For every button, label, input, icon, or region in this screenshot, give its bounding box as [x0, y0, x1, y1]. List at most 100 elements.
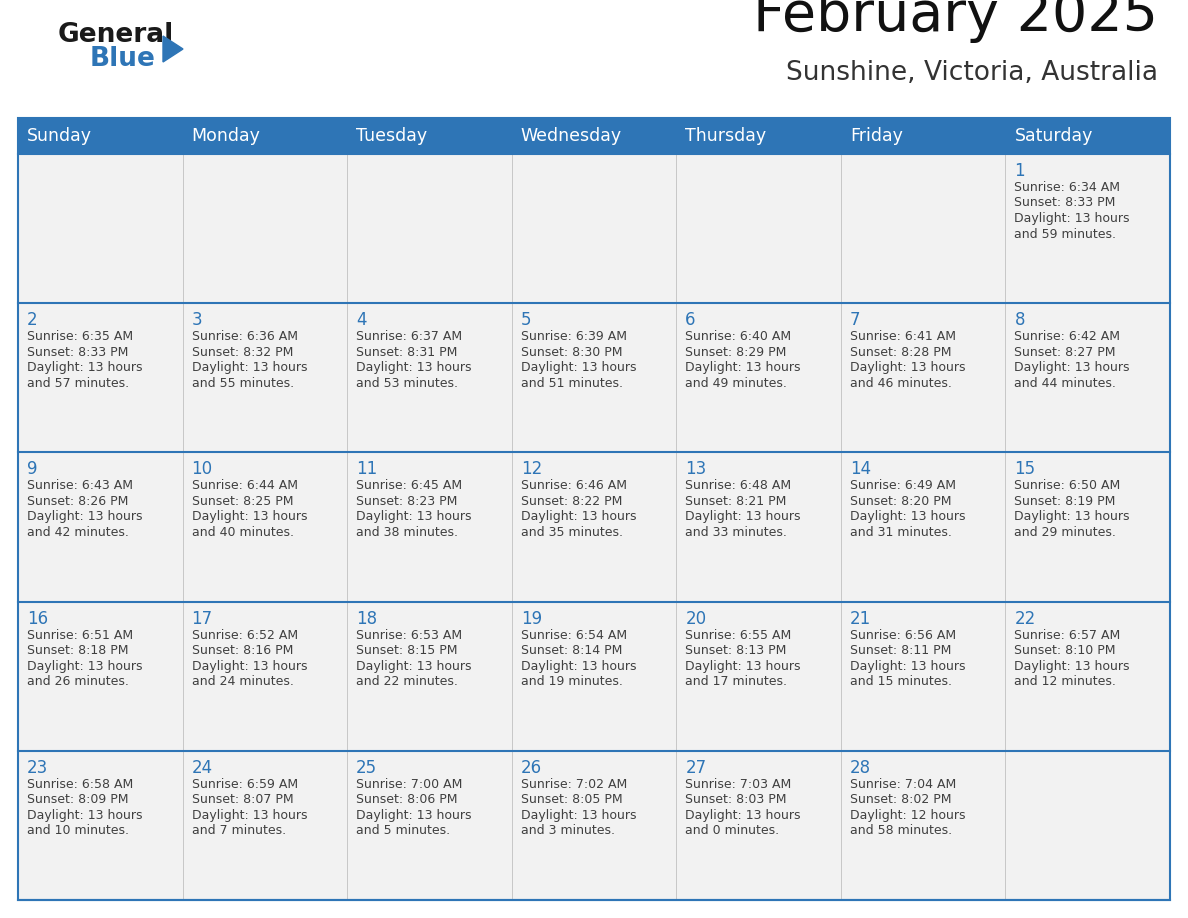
Text: 10: 10 — [191, 461, 213, 478]
Text: and 55 minutes.: and 55 minutes. — [191, 376, 293, 390]
Text: Wednesday: Wednesday — [520, 127, 621, 145]
Text: General: General — [58, 22, 175, 48]
Text: Sunrise: 6:37 AM: Sunrise: 6:37 AM — [356, 330, 462, 343]
Text: and 51 minutes.: and 51 minutes. — [520, 376, 623, 390]
Text: and 40 minutes.: and 40 minutes. — [191, 526, 293, 539]
Text: February 2025: February 2025 — [753, 0, 1158, 43]
Text: Daylight: 13 hours: Daylight: 13 hours — [27, 510, 143, 523]
Text: 2: 2 — [27, 311, 38, 330]
Text: 25: 25 — [356, 759, 378, 777]
Text: Daylight: 13 hours: Daylight: 13 hours — [685, 361, 801, 375]
Text: 17: 17 — [191, 610, 213, 628]
Text: Sunrise: 6:54 AM: Sunrise: 6:54 AM — [520, 629, 627, 642]
Text: and 0 minutes.: and 0 minutes. — [685, 824, 779, 837]
Bar — [347, 601, 512, 751]
Text: Daylight: 13 hours: Daylight: 13 hours — [849, 510, 966, 523]
Text: Daylight: 13 hours: Daylight: 13 hours — [849, 660, 966, 673]
Text: and 38 minutes.: and 38 minutes. — [356, 526, 459, 539]
Bar — [841, 154, 1005, 303]
Text: Sunrise: 6:50 AM: Sunrise: 6:50 AM — [1015, 479, 1120, 492]
Text: Sunrise: 7:03 AM: Sunrise: 7:03 AM — [685, 778, 791, 790]
Bar — [676, 751, 841, 900]
Text: and 46 minutes.: and 46 minutes. — [849, 376, 952, 390]
Text: 19: 19 — [520, 610, 542, 628]
Text: 3: 3 — [191, 311, 202, 330]
Bar — [18, 751, 183, 900]
Text: Sunset: 8:07 PM: Sunset: 8:07 PM — [191, 793, 293, 806]
Bar — [18, 118, 183, 154]
Text: 1: 1 — [1015, 162, 1025, 180]
Text: 20: 20 — [685, 610, 707, 628]
Bar — [347, 118, 512, 154]
Text: 24: 24 — [191, 759, 213, 777]
Bar — [841, 118, 1005, 154]
Polygon shape — [163, 36, 183, 62]
Bar — [1005, 154, 1170, 303]
Bar — [183, 154, 347, 303]
Text: Sunset: 8:15 PM: Sunset: 8:15 PM — [356, 644, 457, 657]
Text: 8: 8 — [1015, 311, 1025, 330]
Text: Sunset: 8:13 PM: Sunset: 8:13 PM — [685, 644, 786, 657]
Text: Sunset: 8:20 PM: Sunset: 8:20 PM — [849, 495, 952, 508]
Text: Sunset: 8:21 PM: Sunset: 8:21 PM — [685, 495, 786, 508]
Text: Daylight: 13 hours: Daylight: 13 hours — [1015, 510, 1130, 523]
Text: 16: 16 — [27, 610, 49, 628]
Text: Sunset: 8:32 PM: Sunset: 8:32 PM — [191, 346, 293, 359]
Bar — [18, 154, 183, 303]
Text: 12: 12 — [520, 461, 542, 478]
Text: and 15 minutes.: and 15 minutes. — [849, 675, 952, 688]
Text: and 58 minutes.: and 58 minutes. — [849, 824, 952, 837]
Text: Daylight: 13 hours: Daylight: 13 hours — [520, 809, 637, 822]
Text: and 31 minutes.: and 31 minutes. — [849, 526, 952, 539]
Text: Sunset: 8:03 PM: Sunset: 8:03 PM — [685, 793, 786, 806]
Text: Sunrise: 6:51 AM: Sunrise: 6:51 AM — [27, 629, 133, 642]
Text: and 59 minutes.: and 59 minutes. — [1015, 228, 1117, 241]
Bar — [18, 453, 183, 601]
Text: Sunday: Sunday — [27, 127, 91, 145]
Text: Sunset: 8:33 PM: Sunset: 8:33 PM — [27, 346, 128, 359]
Text: Sunrise: 6:45 AM: Sunrise: 6:45 AM — [356, 479, 462, 492]
Text: Daylight: 13 hours: Daylight: 13 hours — [27, 660, 143, 673]
Bar — [841, 453, 1005, 601]
Text: 6: 6 — [685, 311, 696, 330]
Text: Daylight: 13 hours: Daylight: 13 hours — [356, 809, 472, 822]
Text: and 24 minutes.: and 24 minutes. — [191, 675, 293, 688]
Bar — [676, 154, 841, 303]
Text: Daylight: 13 hours: Daylight: 13 hours — [685, 809, 801, 822]
Text: Daylight: 13 hours: Daylight: 13 hours — [356, 361, 472, 375]
Text: Sunset: 8:11 PM: Sunset: 8:11 PM — [849, 644, 952, 657]
Text: Sunrise: 6:41 AM: Sunrise: 6:41 AM — [849, 330, 956, 343]
Text: Daylight: 13 hours: Daylight: 13 hours — [1015, 361, 1130, 375]
Bar — [1005, 751, 1170, 900]
Text: Sunset: 8:30 PM: Sunset: 8:30 PM — [520, 346, 623, 359]
Text: Sunrise: 7:04 AM: Sunrise: 7:04 AM — [849, 778, 956, 790]
Text: Sunset: 8:16 PM: Sunset: 8:16 PM — [191, 644, 293, 657]
Bar — [512, 118, 676, 154]
Bar — [183, 453, 347, 601]
Text: Sunrise: 6:49 AM: Sunrise: 6:49 AM — [849, 479, 956, 492]
Text: Sunset: 8:25 PM: Sunset: 8:25 PM — [191, 495, 293, 508]
Text: Sunset: 8:31 PM: Sunset: 8:31 PM — [356, 346, 457, 359]
Bar — [1005, 601, 1170, 751]
Bar — [512, 453, 676, 601]
Bar — [512, 303, 676, 453]
Text: Daylight: 13 hours: Daylight: 13 hours — [849, 361, 966, 375]
Bar — [183, 751, 347, 900]
Text: 23: 23 — [27, 759, 49, 777]
Bar — [1005, 303, 1170, 453]
Text: 22: 22 — [1015, 610, 1036, 628]
Text: and 53 minutes.: and 53 minutes. — [356, 376, 459, 390]
Text: Daylight: 13 hours: Daylight: 13 hours — [191, 660, 307, 673]
Bar — [841, 751, 1005, 900]
Text: and 17 minutes.: and 17 minutes. — [685, 675, 788, 688]
Text: Sunrise: 6:44 AM: Sunrise: 6:44 AM — [191, 479, 297, 492]
Text: Sunset: 8:27 PM: Sunset: 8:27 PM — [1015, 346, 1116, 359]
Bar — [676, 453, 841, 601]
Text: Sunrise: 6:39 AM: Sunrise: 6:39 AM — [520, 330, 627, 343]
Text: 28: 28 — [849, 759, 871, 777]
Text: Sunrise: 6:42 AM: Sunrise: 6:42 AM — [1015, 330, 1120, 343]
Bar — [347, 453, 512, 601]
Text: Tuesday: Tuesday — [356, 127, 428, 145]
Text: 13: 13 — [685, 461, 707, 478]
Text: and 22 minutes.: and 22 minutes. — [356, 675, 459, 688]
